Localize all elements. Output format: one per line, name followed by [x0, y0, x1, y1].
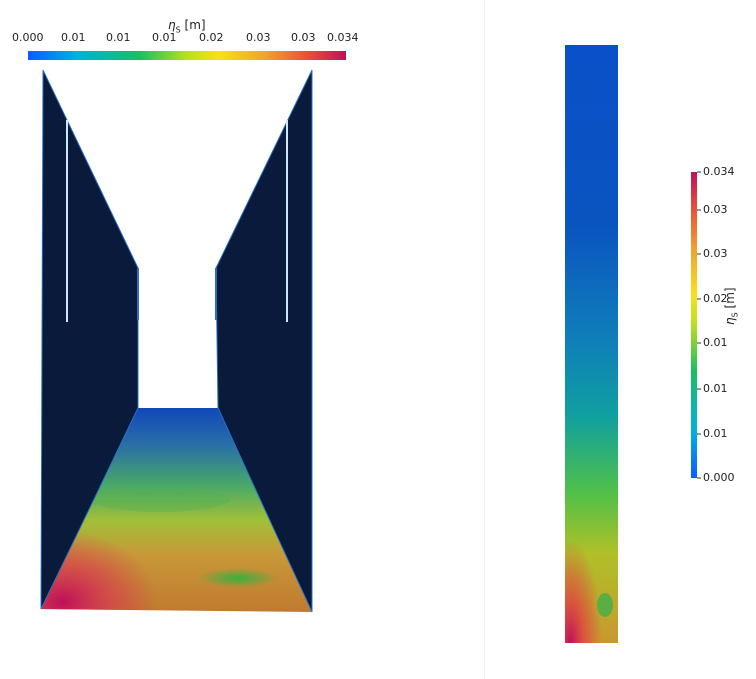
colorbar-horizontal: [28, 51, 346, 60]
tick-label-right: 0.03: [703, 203, 728, 216]
tick-label-right: 0.034: [703, 165, 735, 178]
tick-label-top: 0.03: [291, 31, 316, 44]
tick-label-right: 0.000: [703, 471, 735, 484]
tick-label-right: 0.01: [703, 336, 728, 349]
strip-hotspot: [565, 470, 618, 643]
tick-label-top: 0.01: [61, 31, 86, 44]
colorbar-vertical: [691, 172, 697, 478]
view-divider: [484, 0, 485, 679]
perspective-view: ηS [m] 0.000 0.01 0.01 0.01 0.02 0.03 0.…: [12, 18, 359, 613]
tick-label-top: 0.01: [152, 31, 177, 44]
tick-label-top: 0.02: [199, 31, 224, 44]
strip-green-patch: [597, 593, 613, 617]
tick-label-right: 0.01: [703, 427, 728, 440]
tick-label-top: 0.03: [246, 31, 271, 44]
floor-green-patch: [198, 568, 278, 588]
colorbar-title-top: ηS [m]: [168, 18, 206, 35]
tick-label-top: 0.01: [106, 31, 131, 44]
tick-label-top: 0.000: [12, 31, 44, 44]
left-wall: [40, 69, 139, 610]
tick-label-right: 0.02: [703, 292, 728, 305]
floor-hotspot: [41, 408, 312, 612]
tick-label-right: 0.01: [703, 382, 728, 395]
tick-label-top: 0.034: [327, 31, 359, 44]
colorbar-title-right: ηS [m]: [723, 287, 740, 325]
tick-label-right: 0.03: [703, 247, 728, 260]
perspective-render: [28, 51, 346, 613]
top-render: [565, 45, 701, 643]
floor-green-patch-2: [90, 488, 230, 512]
top-view: 0.034 0.03 0.03 0.02 0.01 0.01 0.01 0.00…: [485, 0, 756, 679]
